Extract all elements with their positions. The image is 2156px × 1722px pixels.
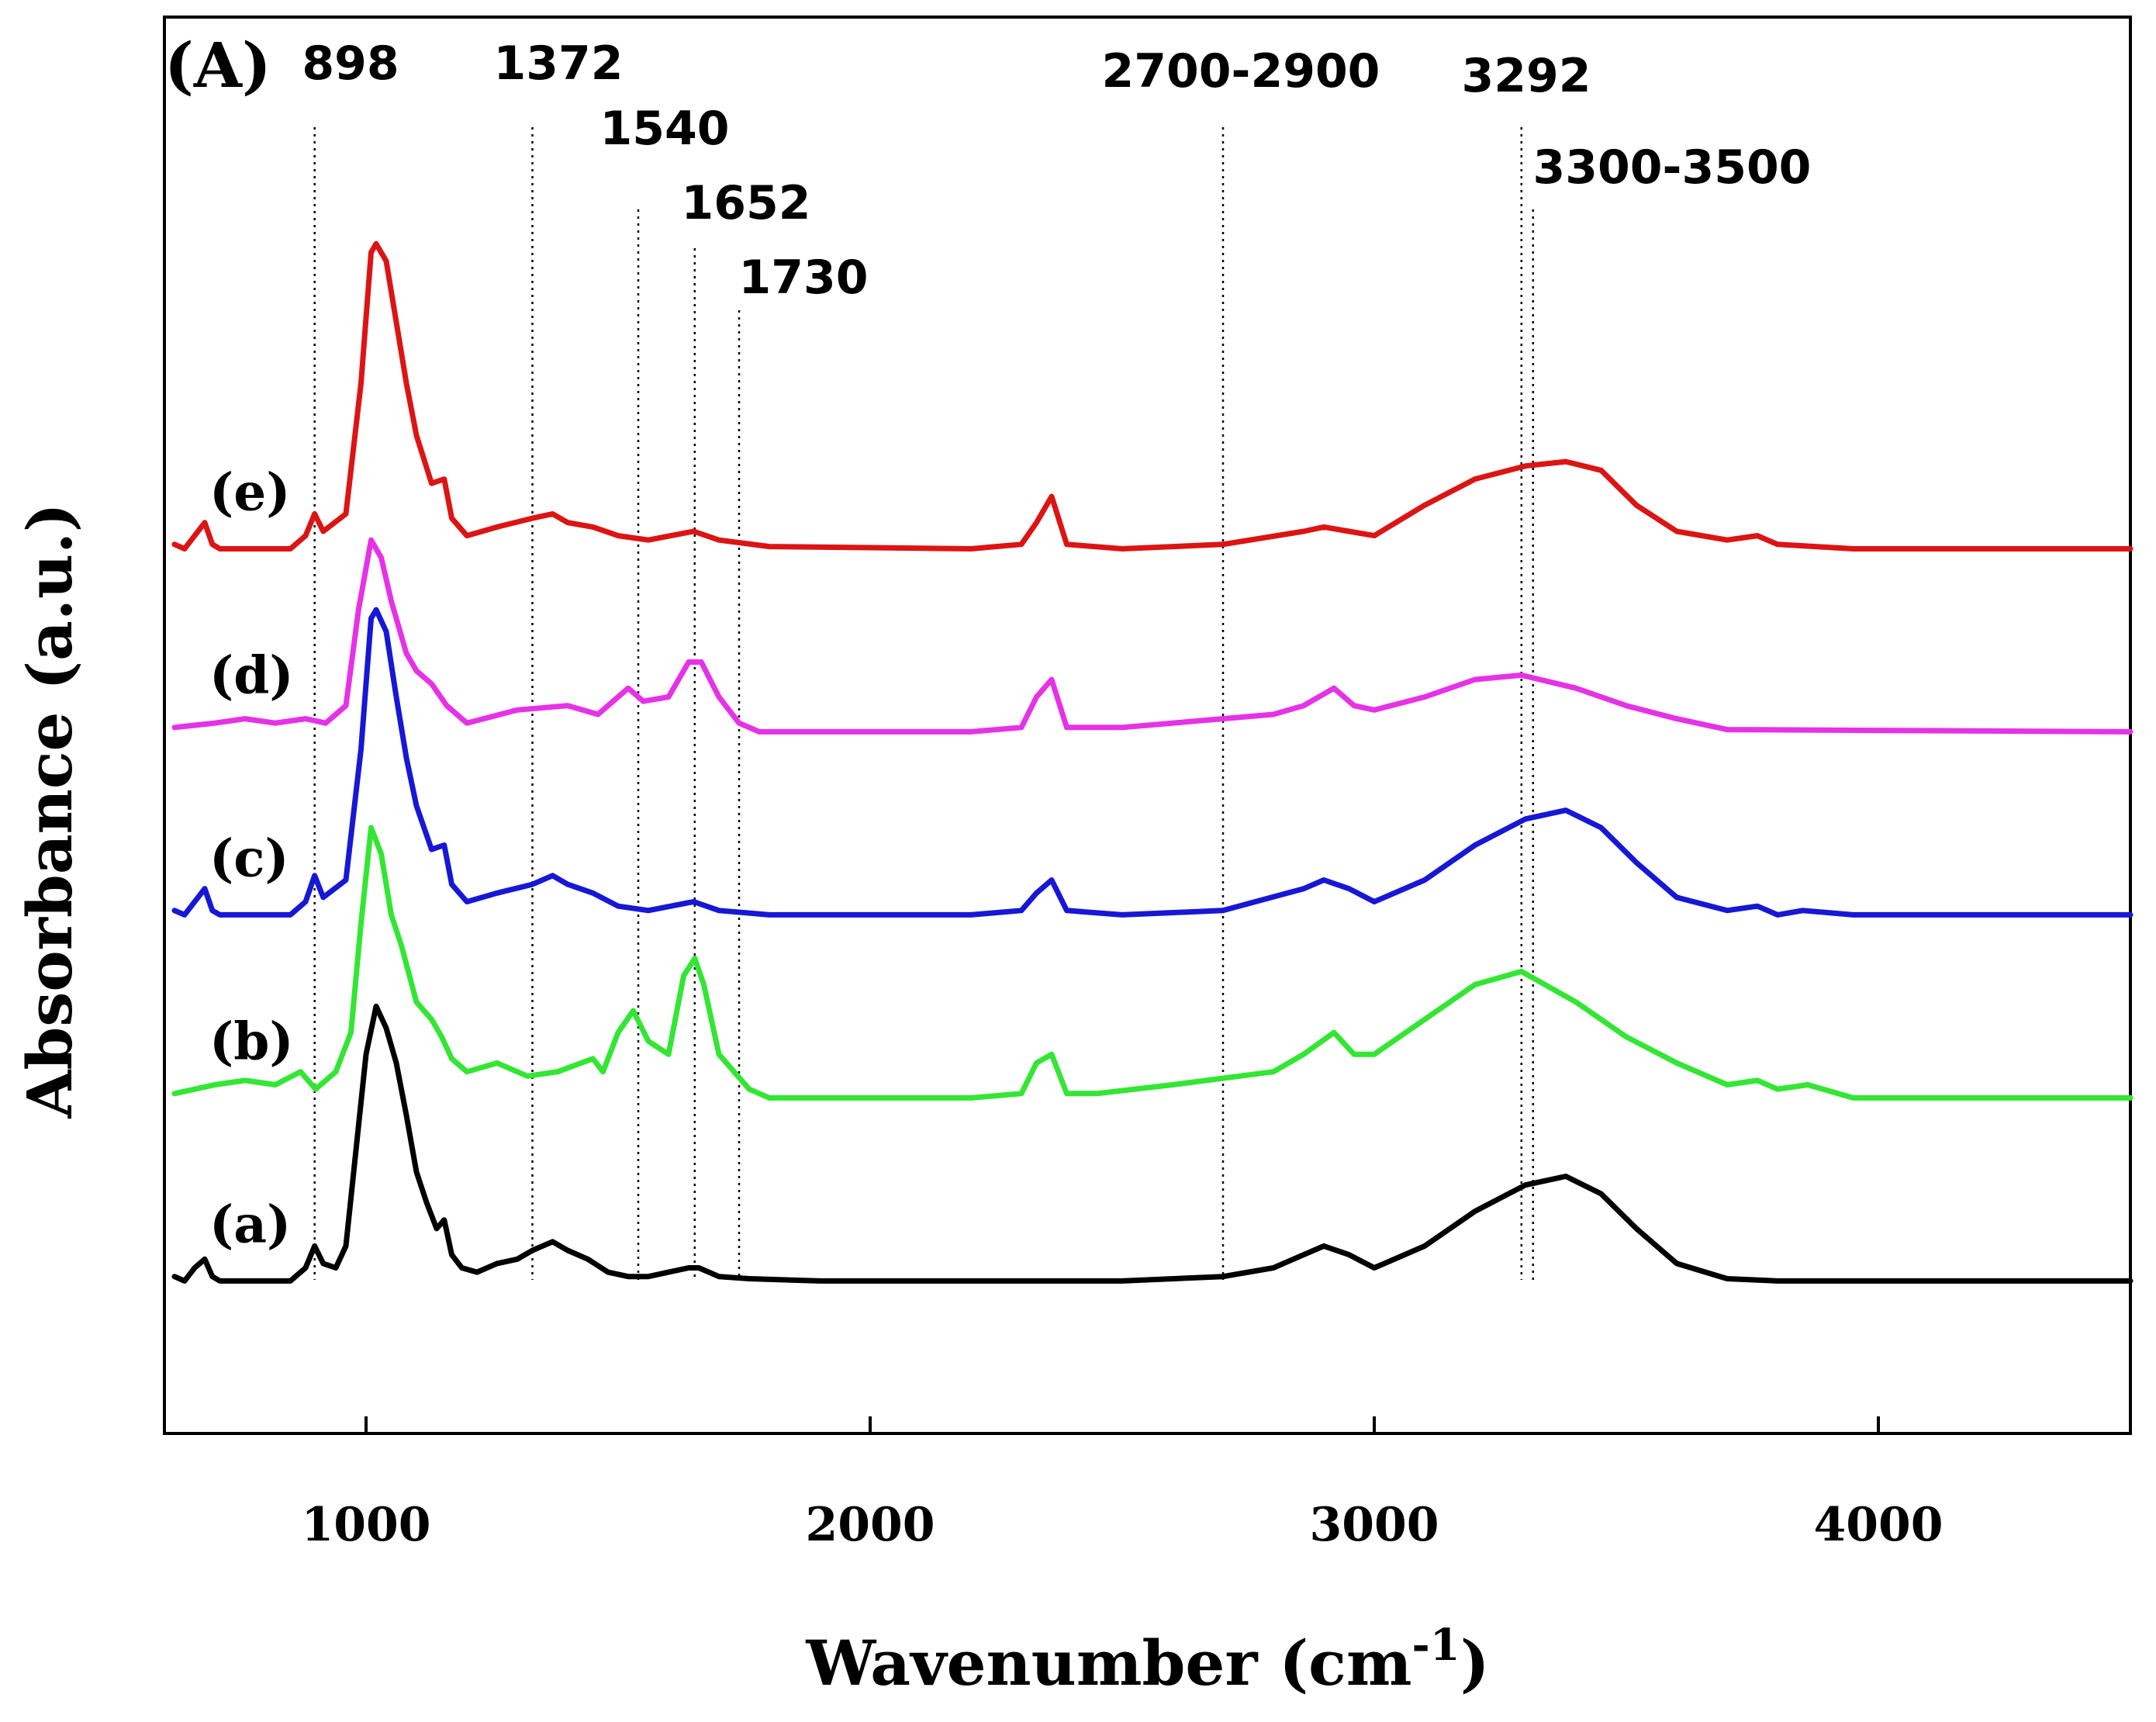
series-label-e: (e) [209,462,290,522]
x-tick-label-2000: 2000 [806,1498,935,1552]
series-label-b: (b) [209,1011,294,1071]
annotation-label-3: 1540 [600,102,730,156]
series-line-a [171,1003,2134,1284]
series-line-c [171,607,2134,918]
series-lines [171,240,2134,1284]
annotation-label-7: 3292 [1462,49,1591,103]
y-axis-title: Absorbance (a.u.) [13,503,86,1119]
series-line-b [171,825,2134,1101]
series-line-d [171,537,2134,735]
series-label-a: (a) [209,1194,291,1254]
series-label-d: (d) [209,645,294,705]
annotation-label-6: 2700-2900 [1102,44,1380,99]
plot-frame [163,16,2132,1435]
annotation-label-2: 1372 [494,36,624,91]
annotation-label-1: 898 [302,36,399,91]
annotation-labels: 898 1372 1540 1652 1730 2700-2900 3292 3300-350… [302,36,1811,305]
x-tick-label-4000: 4000 [1814,1498,1944,1552]
series-labels: (a) (b) (c) (d) (e) [209,462,294,1254]
x-tick-label-3000: 3000 [1310,1498,1439,1552]
annotation-label-5: 1730 [739,251,869,305]
x-axis-ticks: 1000 2000 3000 4000 [302,1416,1944,1552]
series-line-e [171,240,2134,552]
panel-label: (A) [164,29,271,102]
x-tick-label-1000: 1000 [302,1498,431,1552]
annotation-label-4: 1652 [682,176,811,230]
x-axis-title-superscript: -1 [1412,1620,1460,1671]
annotation-lines [313,127,1534,1280]
x-axis-title: Wavenumber (cm-1) [805,1620,1489,1700]
x-axis-title-close: ) [1460,1627,1490,1700]
series-label-c: (c) [209,828,289,888]
annotation-label-8: 3300-3500 [1533,140,1812,195]
x-axis-title-main: Wavenumber (cm [805,1627,1411,1700]
